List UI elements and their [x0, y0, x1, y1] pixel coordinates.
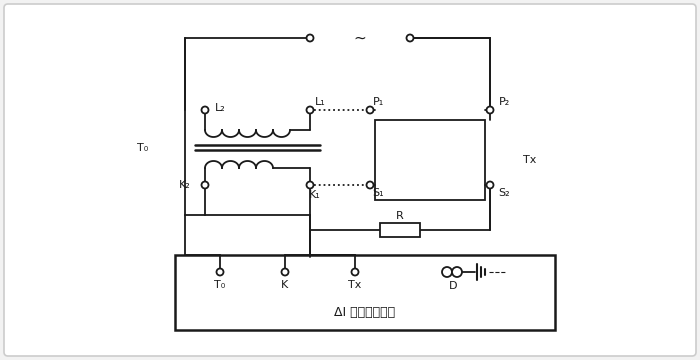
Text: R: R — [396, 211, 404, 221]
Bar — [175, 255, 555, 330]
Circle shape — [351, 269, 358, 275]
Circle shape — [216, 269, 223, 275]
Circle shape — [307, 35, 314, 41]
Text: Tx: Tx — [349, 280, 362, 290]
Text: K₁: K₁ — [309, 190, 321, 200]
Circle shape — [452, 267, 462, 277]
Bar — [375, 120, 485, 200]
Text: ΔI 誤差測量裝置: ΔI 誤差測量裝置 — [335, 306, 395, 319]
Text: S₂: S₂ — [498, 188, 510, 198]
Text: T₀: T₀ — [136, 143, 148, 153]
Text: T₀: T₀ — [214, 280, 225, 290]
Circle shape — [307, 181, 314, 189]
FancyBboxPatch shape — [4, 4, 696, 356]
Text: ~: ~ — [354, 31, 366, 45]
Circle shape — [486, 107, 493, 113]
Text: Tx: Tx — [524, 155, 537, 165]
Circle shape — [281, 269, 288, 275]
Bar — [380, 223, 420, 237]
Text: L₂: L₂ — [215, 103, 225, 113]
Text: L₁: L₁ — [314, 97, 326, 107]
Circle shape — [307, 107, 314, 113]
Text: P₁: P₁ — [372, 97, 384, 107]
Circle shape — [367, 181, 374, 189]
Circle shape — [486, 181, 493, 189]
Circle shape — [407, 35, 414, 41]
Circle shape — [367, 107, 374, 113]
Circle shape — [442, 267, 452, 277]
Circle shape — [202, 181, 209, 189]
Text: S₁: S₁ — [372, 188, 384, 198]
Text: D: D — [449, 281, 457, 291]
Text: P₂: P₂ — [498, 97, 510, 107]
Text: K: K — [281, 280, 288, 290]
Circle shape — [202, 107, 209, 113]
Text: K₂: K₂ — [179, 180, 191, 190]
